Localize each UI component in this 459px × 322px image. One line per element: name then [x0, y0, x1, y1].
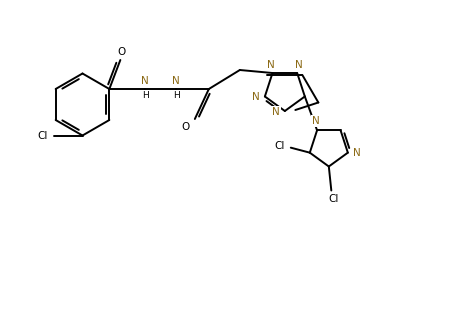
Text: N: N	[353, 148, 361, 158]
Text: N: N	[295, 60, 302, 70]
Text: N: N	[272, 107, 280, 117]
Text: N: N	[252, 92, 260, 102]
Text: H: H	[142, 91, 149, 100]
Text: O: O	[117, 46, 125, 56]
Text: N: N	[267, 60, 275, 70]
Text: N: N	[312, 116, 319, 126]
Text: H: H	[173, 91, 180, 100]
Text: O: O	[182, 121, 190, 131]
Text: Cl: Cl	[37, 130, 48, 140]
Text: Cl: Cl	[328, 194, 338, 204]
Text: N: N	[173, 76, 180, 86]
Text: Cl: Cl	[274, 141, 285, 151]
Text: N: N	[141, 76, 149, 86]
